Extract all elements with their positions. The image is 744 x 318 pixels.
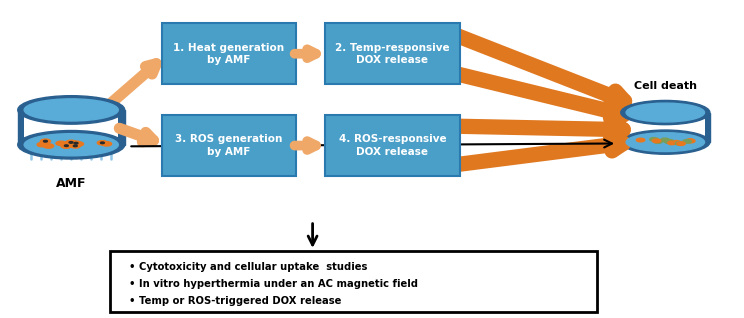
Circle shape: [66, 140, 76, 145]
Text: 4. ROS-responsive
DOX release: 4. ROS-responsive DOX release: [339, 134, 446, 157]
Circle shape: [97, 141, 107, 145]
Circle shape: [665, 140, 674, 143]
PathPatch shape: [18, 110, 125, 145]
Circle shape: [101, 142, 112, 146]
Circle shape: [677, 142, 685, 145]
Text: Cell death: Cell death: [634, 81, 697, 91]
FancyBboxPatch shape: [325, 24, 460, 84]
FancyBboxPatch shape: [110, 252, 597, 312]
Ellipse shape: [18, 130, 125, 159]
PathPatch shape: [620, 113, 710, 142]
Circle shape: [686, 139, 694, 142]
FancyBboxPatch shape: [325, 115, 460, 176]
Text: • Cytotoxicity and cellular uptake  studies: • Cytotoxicity and cellular uptake studi…: [129, 262, 368, 272]
Circle shape: [43, 141, 48, 142]
Circle shape: [652, 139, 661, 143]
Circle shape: [56, 141, 66, 146]
Circle shape: [43, 144, 54, 148]
Circle shape: [37, 142, 47, 147]
Text: 1. Heat generation
by AMF: 1. Heat generation by AMF: [173, 43, 285, 65]
Text: • Temp or ROS-triggered DOX release: • Temp or ROS-triggered DOX release: [129, 295, 341, 306]
Circle shape: [661, 138, 669, 142]
Circle shape: [668, 141, 676, 145]
Circle shape: [70, 144, 80, 148]
Circle shape: [654, 140, 662, 143]
Circle shape: [61, 144, 71, 148]
Circle shape: [69, 142, 73, 143]
Circle shape: [672, 141, 681, 144]
Ellipse shape: [626, 103, 705, 122]
Text: AMF: AMF: [56, 177, 86, 190]
FancyBboxPatch shape: [626, 114, 705, 141]
FancyBboxPatch shape: [162, 24, 296, 84]
Ellipse shape: [25, 134, 118, 156]
Circle shape: [100, 142, 104, 144]
Circle shape: [74, 145, 77, 147]
Circle shape: [683, 140, 691, 143]
Text: 3. ROS generation
by AMF: 3. ROS generation by AMF: [176, 134, 283, 157]
Circle shape: [65, 141, 75, 145]
Ellipse shape: [18, 96, 125, 124]
Circle shape: [636, 138, 645, 142]
Circle shape: [71, 141, 81, 145]
Circle shape: [61, 143, 71, 148]
Text: 2. Temp-responsive
DOX release: 2. Temp-responsive DOX release: [335, 43, 449, 65]
FancyBboxPatch shape: [162, 115, 296, 176]
Circle shape: [650, 138, 658, 141]
Circle shape: [62, 142, 72, 146]
FancyBboxPatch shape: [25, 111, 118, 143]
Circle shape: [40, 139, 51, 143]
Ellipse shape: [626, 133, 705, 152]
Circle shape: [664, 140, 673, 143]
Ellipse shape: [25, 99, 118, 121]
Ellipse shape: [620, 100, 710, 125]
Circle shape: [687, 139, 695, 143]
Circle shape: [65, 145, 68, 147]
Ellipse shape: [620, 130, 710, 154]
Circle shape: [676, 142, 684, 145]
Text: • In vitro hyperthermia under an AC magnetic field: • In vitro hyperthermia under an AC magn…: [129, 279, 418, 289]
Circle shape: [74, 142, 78, 144]
Circle shape: [74, 142, 83, 146]
